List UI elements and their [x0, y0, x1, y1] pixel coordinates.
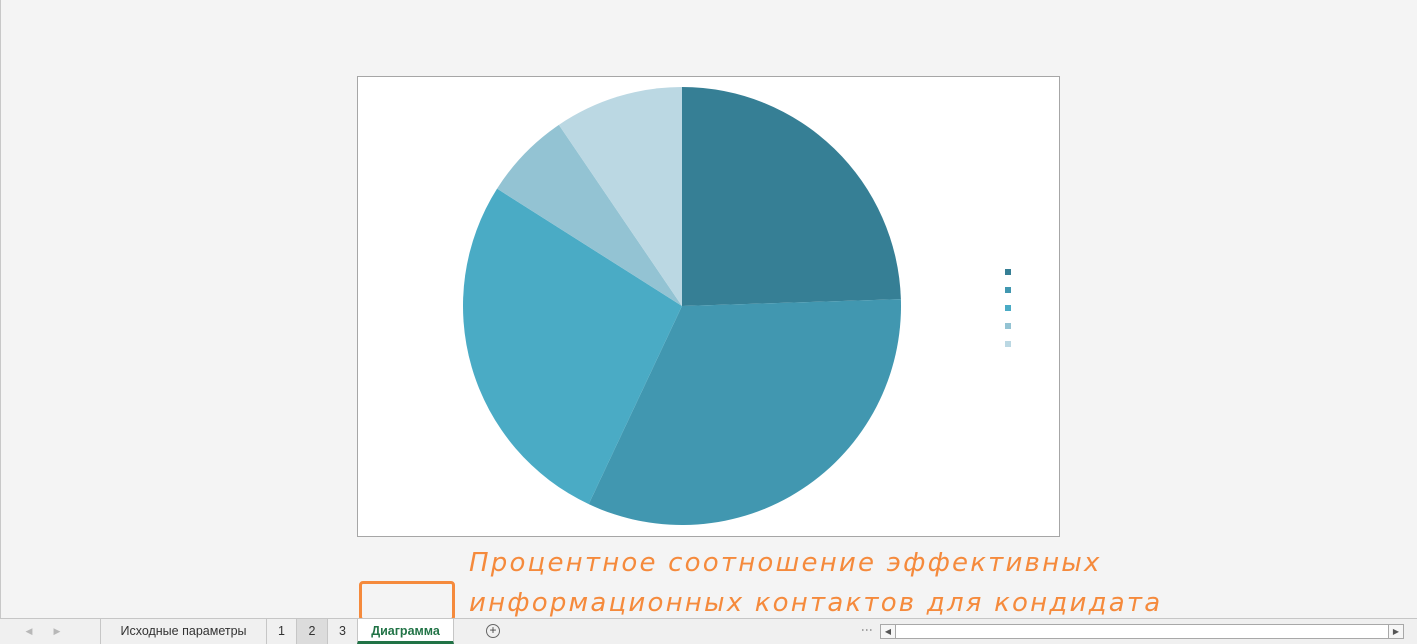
pie-slice-2[interactable] [588, 299, 901, 526]
legend-marker-4 [1005, 323, 1011, 329]
pie-slice-3[interactable] [462, 188, 682, 505]
sheet-workspace: Процентное соотношение эффективных инфор… [0, 0, 1161, 621]
tab-1[interactable]: 1 [266, 619, 296, 644]
tab-nav-next-icon[interactable]: ▶ [53, 626, 61, 636]
caption-text: Процентное соотношение эффективных инфор… [469, 543, 1162, 623]
horizontal-scrollbar[interactable]: ◀ ▶ [880, 624, 1404, 639]
add-sheet-icon[interactable]: + [486, 624, 500, 638]
chart-area[interactable] [357, 76, 1060, 537]
scroll-right-icon[interactable]: ▶ [1388, 625, 1403, 638]
legend-marker-3 [1005, 305, 1011, 311]
orange-shape[interactable] [359, 581, 455, 621]
legend-marker-2 [1005, 287, 1011, 293]
caption-line-2: информационных контактов для кондидата [469, 588, 1163, 618]
sheet-tab-bar: ◀ ▶ Исходные параметры 1 2 3 Диаграмма +… [0, 618, 1417, 644]
pie-chart [462, 87, 1011, 526]
tab-2[interactable]: 2 [296, 619, 327, 644]
caption-line-1: Процентное соотношение эффективных [469, 548, 1102, 578]
pie-slice-5[interactable] [558, 87, 682, 306]
pie-slice-1[interactable] [682, 87, 901, 306]
legend-marker-5 [1005, 341, 1011, 347]
tab-source-params[interactable]: Исходные параметры [100, 619, 266, 644]
tab-diagram[interactable]: Диаграмма [357, 619, 454, 644]
split-handle-icon[interactable]: ⋮ [860, 624, 874, 635]
legend-marker-1 [1005, 269, 1011, 275]
tab-nav-prev-icon[interactable]: ◀ [25, 626, 33, 636]
scroll-left-icon[interactable]: ◀ [881, 625, 896, 638]
scroll-thumb[interactable] [897, 626, 1387, 636]
tab-3[interactable]: 3 [327, 619, 357, 644]
pie-slice-4[interactable] [497, 124, 682, 306]
